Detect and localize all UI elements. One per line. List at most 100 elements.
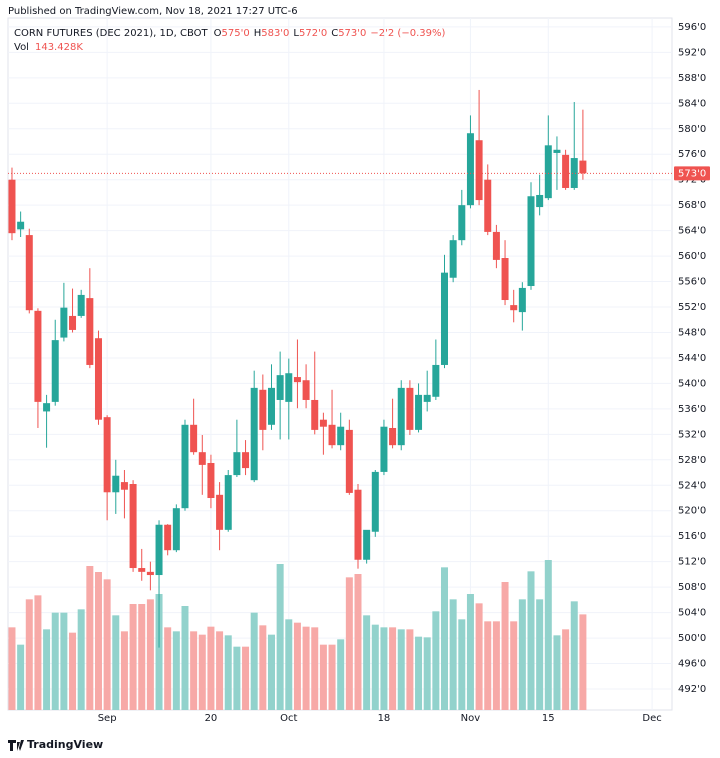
- candle-body: [138, 568, 146, 572]
- volume-bar: [216, 631, 224, 710]
- candle-body: [363, 529, 371, 560]
- candle-body: [207, 462, 215, 499]
- candle-body: [94, 338, 102, 420]
- y-tick-label: 528'0: [678, 455, 706, 466]
- candle-body: [319, 419, 327, 427]
- axis-layer: 596'0 592'0 588'0 584'0 580'0 576'0 572'0 568'0…: [8, 22, 710, 724]
- y-tick-label: 536'0: [678, 404, 706, 415]
- legend-text: 575'0: [221, 28, 249, 39]
- volume-bar: [138, 604, 146, 710]
- volume-bar: [345, 577, 353, 710]
- legend-text: C: [331, 28, 338, 39]
- volume-bar: [155, 594, 163, 710]
- volume-bar: [25, 599, 33, 710]
- volume-legend: Vol 143.428K: [14, 42, 83, 53]
- candle-body: [190, 424, 198, 453]
- candle-body: [345, 429, 353, 493]
- volume-bar: [363, 615, 371, 710]
- candle-body: [449, 240, 457, 278]
- candle-body: [293, 377, 301, 383]
- candle-body: [458, 205, 466, 241]
- candle-body: [328, 424, 336, 446]
- candle-body: [242, 452, 250, 469]
- legend-text: 573'0: [338, 28, 366, 39]
- candle-body: [216, 494, 224, 530]
- candle-body: [466, 133, 474, 206]
- volume-bar: [77, 609, 85, 710]
- x-tick-label: 15: [542, 713, 555, 724]
- volume-bar: [233, 646, 241, 710]
- volume-bar: [415, 636, 423, 710]
- y-tick-label: 568'0: [678, 200, 706, 211]
- volume-bar: [380, 627, 388, 710]
- volume-bar: [579, 614, 587, 710]
- y-tick-label: 564'0: [678, 226, 706, 237]
- volume-bar: [146, 599, 154, 710]
- legend-text: O: [214, 28, 222, 39]
- volume-bar: [285, 619, 293, 710]
- volume-bar: [60, 612, 68, 710]
- volume-bar: [440, 567, 448, 710]
- candle-body: [146, 571, 154, 576]
- candle-body: [267, 387, 275, 425]
- candle-body: [25, 235, 33, 311]
- volume-layer: [8, 560, 587, 710]
- candle-body: [302, 380, 310, 400]
- candle-body: [406, 387, 414, 430]
- legend-text: L: [293, 28, 299, 39]
- y-tick-label: 508'0: [678, 582, 706, 593]
- y-tick-label: 560'0: [678, 251, 706, 262]
- candle-body: [172, 508, 180, 551]
- candle-body: [570, 158, 578, 188]
- volume-bar: [34, 595, 42, 710]
- legend-text: Vol: [14, 42, 29, 53]
- candle-body: [69, 315, 77, 330]
- y-tick-label: 504'0: [678, 608, 706, 619]
- y-tick-label: 556'0: [678, 277, 706, 288]
- volume-bar: [319, 644, 327, 710]
- y-tick-label: 500'0: [678, 633, 706, 644]
- candle-body: [544, 145, 552, 199]
- candle-body: [536, 194, 544, 208]
- y-tick-label: 596'0: [678, 22, 706, 33]
- candle-body: [77, 294, 85, 316]
- y-tick-label: 544'0: [678, 353, 706, 364]
- volume-bar: [181, 606, 189, 710]
- x-tick-label: Dec: [642, 713, 661, 724]
- candle-body: [354, 489, 362, 560]
- candle-body: [181, 424, 189, 509]
- candle-body: [103, 417, 111, 493]
- volume-bar: [198, 634, 206, 710]
- volume-bar: [466, 594, 474, 710]
- volume-bar: [103, 579, 111, 710]
- candle-body: [475, 140, 483, 201]
- candle-body: [440, 272, 448, 365]
- volume-bar: [337, 639, 345, 710]
- candle-body: [285, 373, 293, 402]
- volume-bar: [207, 626, 215, 710]
- volume-bar: [527, 571, 535, 710]
- candle-body: [380, 426, 388, 472]
- candle-body: [224, 475, 232, 530]
- candle-body: [415, 394, 423, 430]
- volume-bar: [120, 631, 128, 710]
- volume-bar: [164, 627, 172, 710]
- candle-body: [17, 221, 25, 230]
- volume-bar: [371, 624, 379, 710]
- candle-body: [501, 258, 509, 301]
- volume-bar: [302, 626, 310, 710]
- candle-body: [311, 399, 319, 430]
- volume-bar: [354, 574, 362, 710]
- grid: [8, 18, 672, 710]
- volume-bar: [389, 627, 397, 710]
- y-tick-label: 492'0: [678, 684, 706, 695]
- y-tick-label: 520'0: [678, 506, 706, 517]
- candle-body: [397, 387, 405, 446]
- volume-bar: [242, 646, 250, 710]
- volume-bar: [397, 629, 405, 710]
- volume-bar: [293, 622, 301, 710]
- candle-body: [276, 375, 284, 400]
- x-tick-label: Oct: [280, 713, 297, 724]
- volume-bar: [544, 560, 552, 710]
